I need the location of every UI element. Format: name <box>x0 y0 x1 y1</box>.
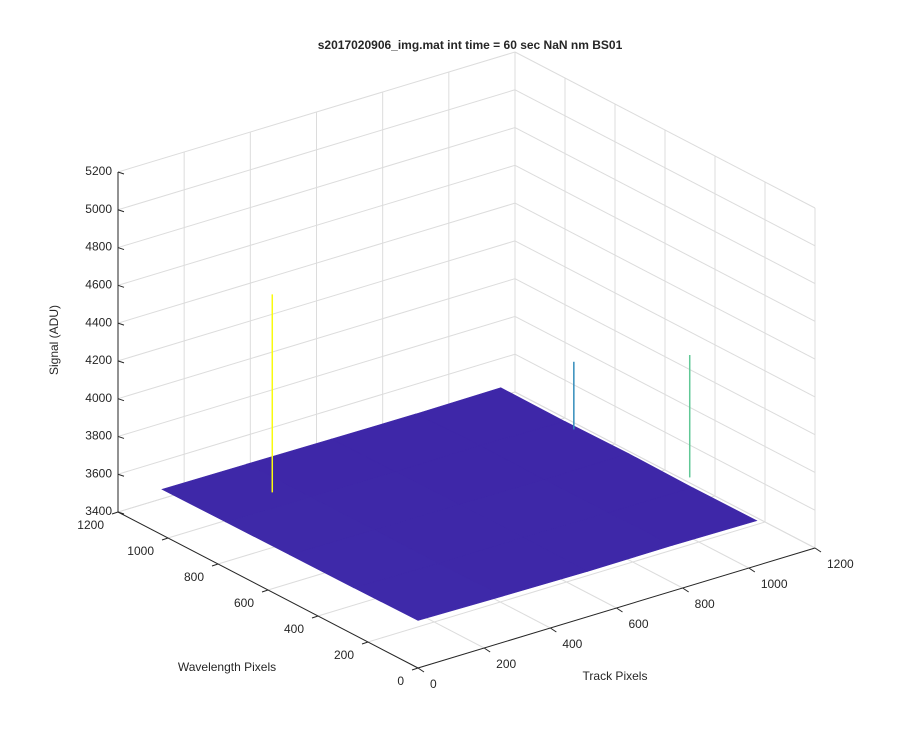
z-tick <box>117 473 125 477</box>
y-tick <box>211 563 219 567</box>
grid-line <box>514 391 816 549</box>
z-tick-label: 4800 <box>85 240 112 254</box>
grid-line <box>367 521 766 643</box>
z-tick-label: 3400 <box>85 504 112 518</box>
z-tick <box>117 511 125 515</box>
x-tick-label: 0 <box>430 677 437 691</box>
y-tick-label: 1200 <box>77 518 104 532</box>
grid-line <box>514 51 816 209</box>
z-tick-label: 4600 <box>85 278 112 292</box>
x-tick-label: 800 <box>695 597 715 611</box>
grid-line <box>117 164 516 286</box>
grid-line <box>117 278 516 400</box>
grid-line <box>117 353 516 475</box>
x-tick-label: 200 <box>496 657 516 671</box>
z-tick <box>117 398 125 402</box>
grid-line <box>117 51 516 173</box>
x-tick-label: 1000 <box>761 577 788 591</box>
surface-cell <box>353 563 504 621</box>
y-tick-label: 800 <box>184 570 204 584</box>
grid-line <box>117 202 516 324</box>
x-axis-label: Track Pixels <box>583 669 648 683</box>
chart-title: s2017020906_img.mat int time = 60 sec Na… <box>318 38 623 52</box>
z-tick <box>117 247 125 251</box>
z-tick <box>117 322 125 326</box>
x-tick-label: 1200 <box>827 557 854 571</box>
grid-line <box>514 240 816 398</box>
grid-line <box>117 240 516 362</box>
grid-line <box>514 316 816 473</box>
grid-line <box>514 89 816 247</box>
y-tick <box>361 641 369 645</box>
grid-line <box>514 278 816 436</box>
z-tick <box>117 360 125 364</box>
z-tick-label: 3800 <box>85 429 112 443</box>
x-tick <box>814 547 822 553</box>
z-tick-label: 5200 <box>85 164 112 178</box>
y-tick <box>261 589 269 593</box>
z-tick <box>117 284 125 288</box>
grid-line <box>117 89 516 211</box>
x-tick <box>616 607 623 613</box>
z-tick-label: 5000 <box>85 202 112 216</box>
y-tick-label: 200 <box>334 648 354 662</box>
y-tick <box>311 615 319 619</box>
x-tick-label: 600 <box>629 617 649 631</box>
grid-line <box>514 353 816 511</box>
y-tick-label: 1000 <box>127 544 154 558</box>
z-tick-label: 4200 <box>85 353 112 367</box>
x-tick <box>483 647 491 653</box>
z-tick-label: 4000 <box>85 391 112 405</box>
z-axis-label: Signal (ADU) <box>47 305 61 375</box>
y-tick <box>411 667 419 671</box>
z-tick <box>117 209 125 213</box>
grid-line <box>514 202 816 360</box>
grid-line <box>514 164 816 322</box>
z-tick <box>117 171 125 175</box>
grid-line <box>117 315 516 437</box>
y-tick-label: 400 <box>284 622 304 636</box>
y-tick-label: 0 <box>397 674 404 688</box>
z-tick-label: 4400 <box>85 315 112 329</box>
x-tick <box>748 567 756 573</box>
y-tick-label: 600 <box>234 596 254 610</box>
grid-line <box>514 127 816 284</box>
y-tick <box>111 511 119 515</box>
x-tick <box>417 667 425 673</box>
x-tick <box>550 627 557 633</box>
z-tick-label: 3600 <box>85 466 112 480</box>
z-tick <box>117 435 125 439</box>
x-tick <box>682 587 689 593</box>
grid-line <box>117 127 516 249</box>
y-axis-label: Wavelength Pixels <box>178 660 276 674</box>
x-tick-label: 400 <box>562 637 582 651</box>
y-tick <box>161 537 169 541</box>
